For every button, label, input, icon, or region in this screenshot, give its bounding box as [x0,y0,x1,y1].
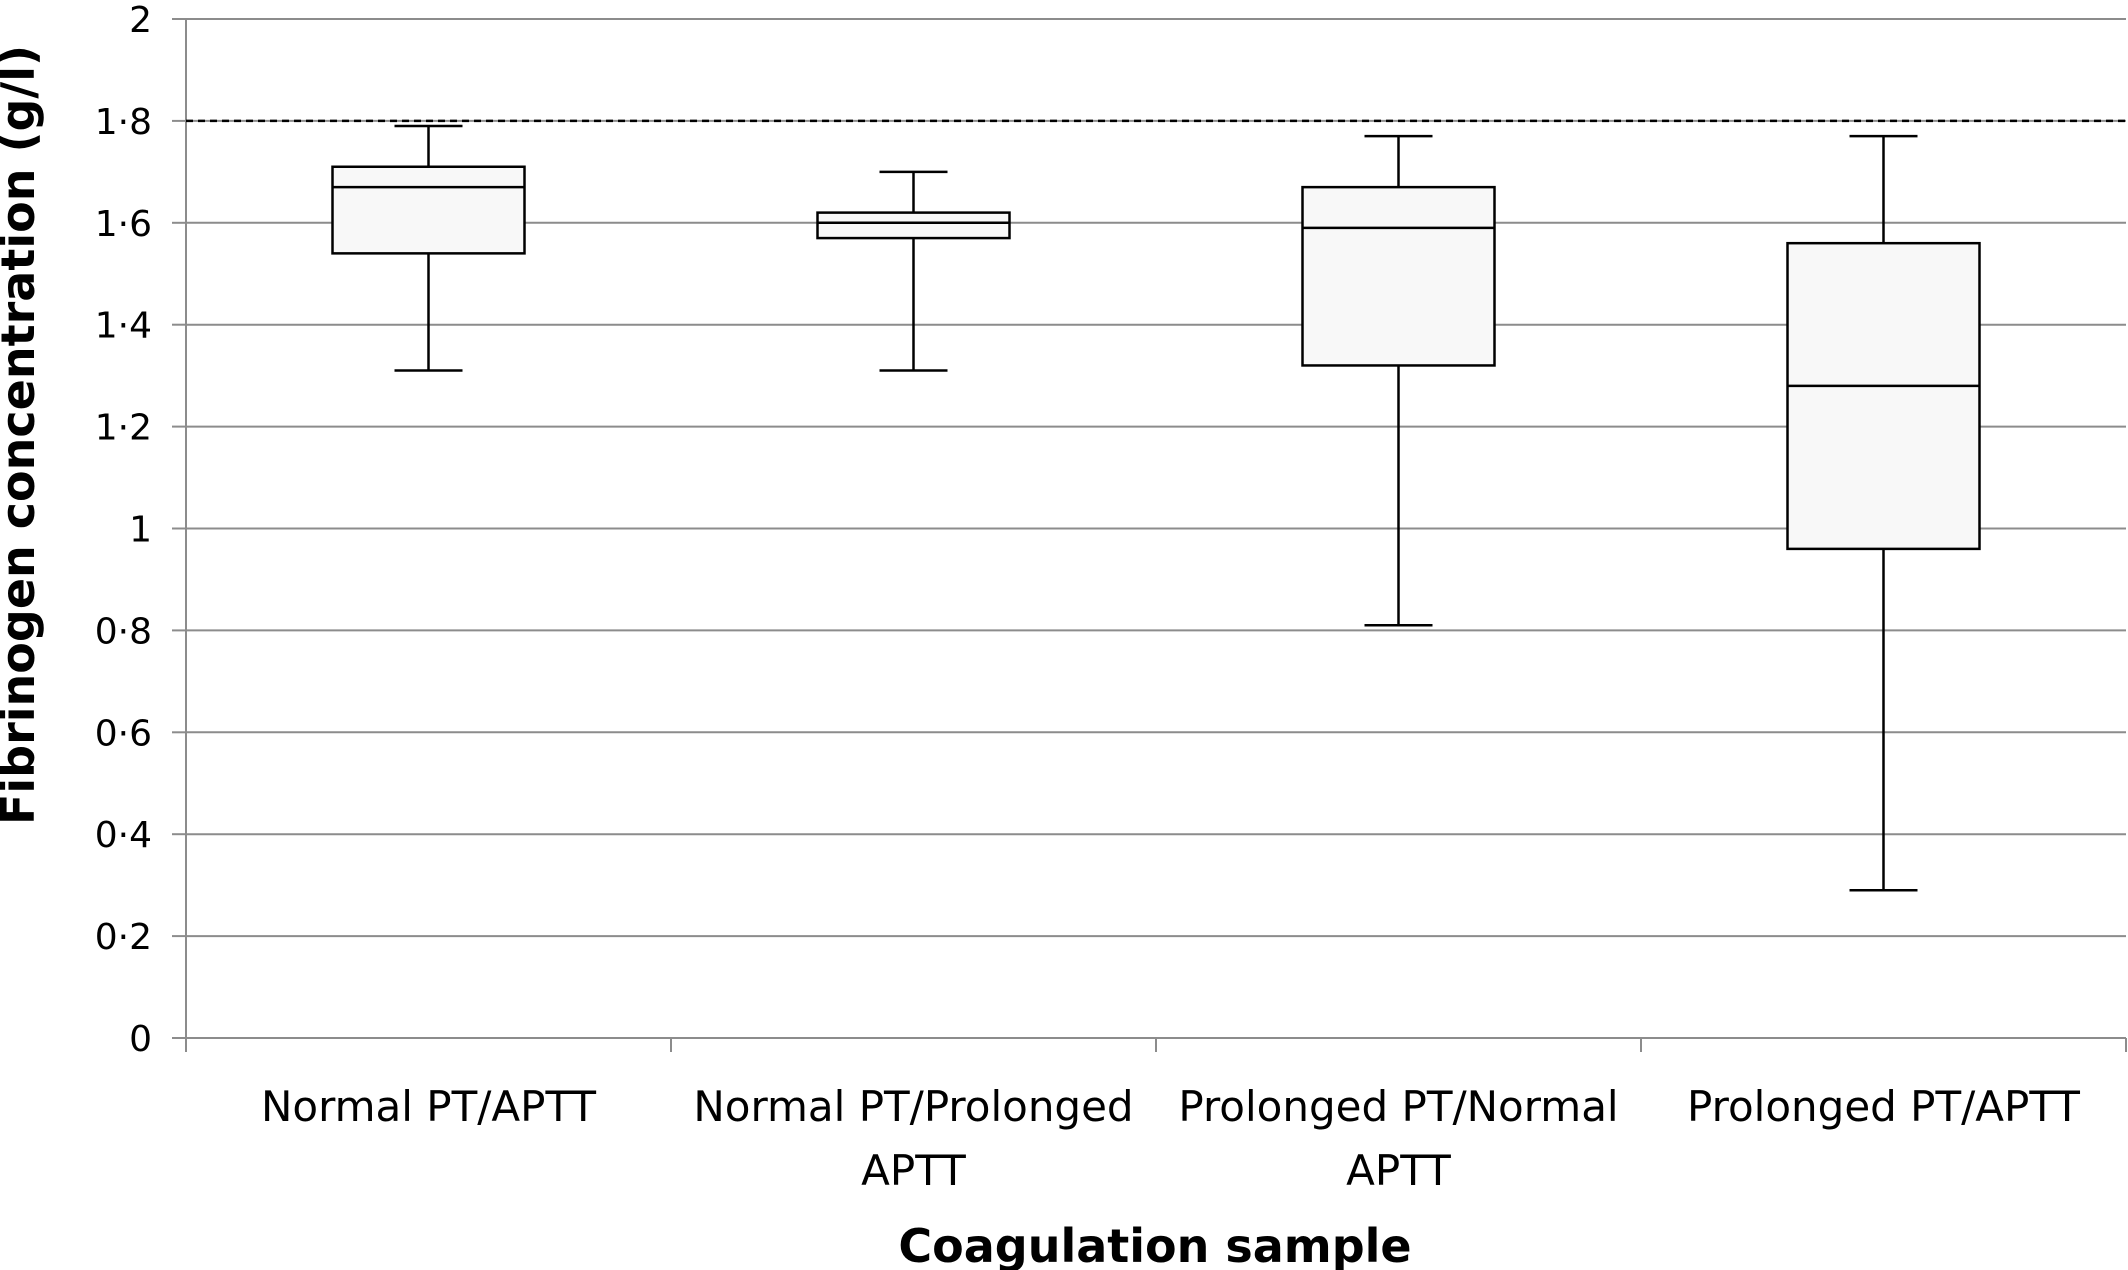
y-tick-label: 2 [129,0,152,41]
y-tick-label: 0·6 [95,713,152,754]
iqr-box [1301,185,1496,367]
boxes [186,119,2126,892]
y-tick-label: 1·8 [95,102,152,143]
gridlines [186,18,2126,938]
box-4 [1786,134,1981,892]
category-label: Normal PT/Prolonged [693,1082,1133,1131]
x-axis-title: Coagulation sample [898,1219,1411,1270]
y-tick-label: 1·6 [95,204,152,245]
category-label: Prolonged PT/APTT [1687,1082,2080,1131]
box-2 [816,170,1011,372]
y-tick-label: 0·8 [95,611,152,652]
box-3 [1301,134,1496,627]
category-label: Normal PT/APTT [261,1082,596,1131]
category-labels: Normal PT/APTT Normal PT/Prolonged APTT Pro… [261,1082,2080,1195]
y-tick-label: 0 [129,1019,152,1060]
category-label: APTT [861,1146,966,1195]
y-tick-label: 1·4 [95,306,152,347]
y-tick-label: 0·2 [95,917,152,958]
iqr-box [816,211,1011,240]
box-1 [331,124,526,372]
y-tick-label: 0·4 [95,815,152,856]
category-label: APTT [1346,1146,1451,1195]
y-axis-title: Fibrinogen concentration (g/l) [0,45,45,825]
category-label: Prolonged PT/Normal [1178,1082,1618,1131]
axes [172,18,2127,1052]
y-tick-labels: 0 0·2 0·4 0·6 0·8 1 1·2 1·4 1·6 1·8 2 [95,0,152,1060]
y-tick-label: 1 [129,510,152,551]
iqr-box [1786,241,1981,551]
y-tick-label: 1·2 [95,408,152,449]
iqr-box [331,165,526,255]
